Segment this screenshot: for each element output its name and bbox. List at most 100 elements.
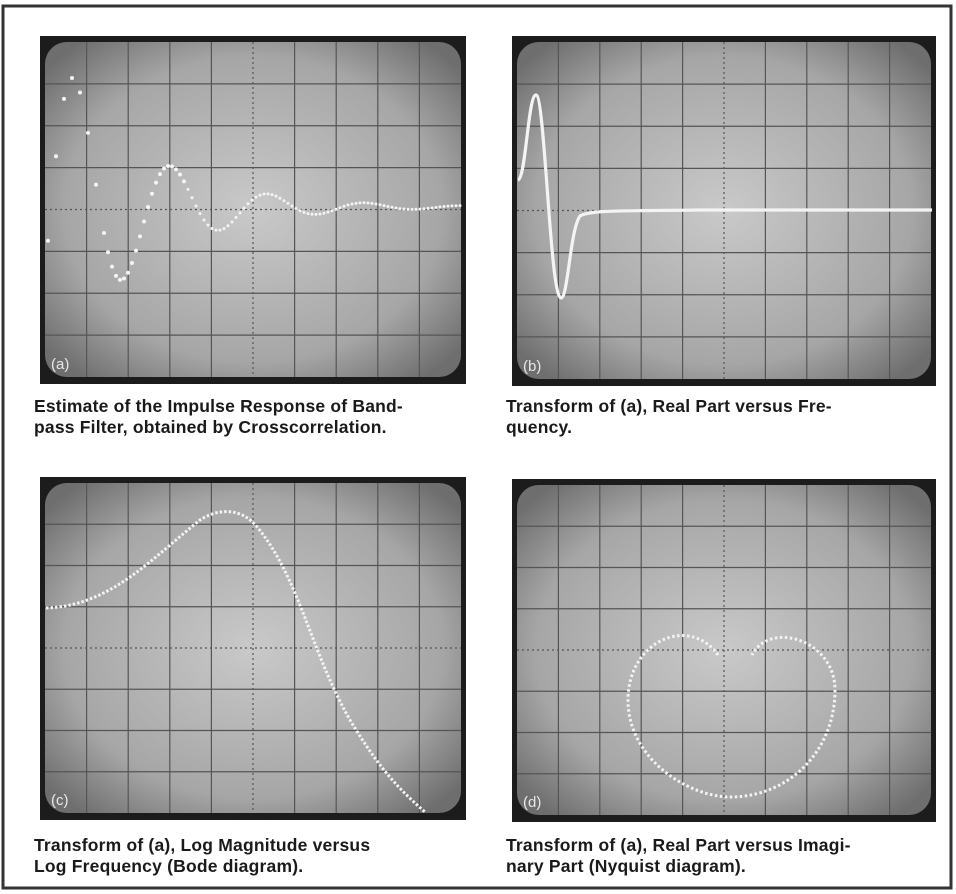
- trace-dot: [62, 96, 66, 101]
- trace-dot: [110, 264, 114, 269]
- trace-dot: [202, 218, 206, 222]
- trace-line: [516, 93, 932, 300]
- trace-dot: [214, 228, 218, 232]
- trace-dot: [326, 210, 330, 214]
- trace-dot: [398, 207, 402, 211]
- trace-dot: [382, 204, 386, 208]
- caption-line: Log Frequency (Bode diagram).: [34, 856, 303, 876]
- panel-label: (d): [523, 794, 541, 811]
- trace-dot: [386, 204, 390, 208]
- trace-dot: [210, 226, 214, 230]
- trace-dot: [402, 207, 406, 211]
- trace-dot: [238, 211, 242, 215]
- trace-dot: [294, 207, 298, 211]
- trace-dot: [250, 198, 254, 202]
- trace-dot: [46, 238, 50, 243]
- panel-label: (c): [51, 792, 69, 809]
- trace-dot: [190, 196, 194, 200]
- trace-dot: [178, 172, 182, 177]
- trace-dot: [278, 196, 282, 200]
- scope-panel: (d): [512, 479, 936, 822]
- trace-dot: [390, 205, 394, 209]
- trace-dot: [422, 207, 426, 211]
- trace-dot: [134, 248, 138, 253]
- trace-dot: [138, 234, 142, 239]
- trace-dot: [430, 206, 434, 210]
- trace-dot: [362, 201, 366, 205]
- trace-dot: [406, 207, 410, 211]
- trace-dot: [282, 199, 286, 203]
- trace-dot: [146, 205, 150, 209]
- trace-dot: [418, 207, 422, 211]
- trace-dot: [242, 206, 246, 210]
- trace-dot: [194, 204, 198, 208]
- trace-dot: [370, 201, 374, 205]
- trace-dot: [298, 209, 302, 213]
- trace-dot: [354, 201, 358, 205]
- trace-dot: [334, 207, 338, 211]
- trace-dot: [130, 261, 134, 266]
- trace-dot: [366, 201, 370, 205]
- trace-dot: [450, 204, 454, 208]
- trace-dot: [126, 270, 130, 275]
- trace-dot: [338, 206, 342, 210]
- caption-line: Transform of (a), Real Part versus Imagi…: [506, 835, 851, 855]
- trace-dot: [270, 193, 274, 197]
- trace-dot: [118, 277, 122, 282]
- trace-dot: [218, 228, 222, 232]
- caption-line: Transform of (a), Log Magnitude versus: [34, 835, 370, 855]
- trace-dot: [318, 212, 322, 216]
- trace-dot: [166, 163, 170, 168]
- trace-dot: [106, 250, 110, 255]
- trace-dot: [154, 180, 158, 185]
- trace-dot: [86, 130, 90, 135]
- trace-dot: [314, 212, 318, 216]
- trace-dot: [70, 75, 74, 80]
- trace-dot: [378, 203, 382, 207]
- bezel-notch: [702, 380, 746, 386]
- trace-dot: [262, 192, 266, 196]
- trace-dot: [246, 202, 250, 206]
- scope-panel: (a): [40, 36, 466, 384]
- trace-dot: [222, 227, 226, 231]
- trace-dot: [394, 206, 398, 210]
- trace-line: [626, 634, 837, 799]
- bezel-notch: [702, 816, 746, 822]
- trace-dot: [186, 187, 190, 191]
- trace-dot: [150, 191, 154, 196]
- caption-line: Transform of (a), Real Part versus Fre-: [506, 396, 832, 416]
- trace-dot: [274, 194, 278, 198]
- trace-dot: [198, 212, 202, 216]
- trace-dot: [302, 210, 306, 214]
- trace-dot: [258, 193, 262, 197]
- trace-dot: [286, 201, 290, 205]
- trace-dot: [374, 202, 378, 206]
- trace-dot: [310, 212, 314, 216]
- trace-dot: [350, 202, 354, 206]
- trace-dot: [290, 204, 294, 208]
- trace-dot: [458, 204, 462, 208]
- trace-dot: [434, 205, 438, 209]
- trace-dot: [114, 273, 118, 278]
- trace-dot: [230, 220, 234, 224]
- bezel-notch: [231, 814, 275, 820]
- trace-dot: [346, 203, 350, 207]
- trace-dot: [94, 182, 98, 187]
- trace-dot: [182, 179, 186, 184]
- trace-dot: [158, 172, 162, 177]
- trace-dot: [254, 195, 258, 199]
- caption-line: quency.: [506, 417, 572, 437]
- trace-dot: [438, 205, 442, 209]
- trace-dot: [426, 206, 430, 210]
- panel-label: (a): [51, 356, 69, 373]
- trace-dot: [206, 223, 210, 227]
- trace-dot: [162, 166, 166, 171]
- trace-dot: [410, 207, 414, 211]
- trace-dot: [122, 276, 126, 281]
- trace-dot: [322, 211, 326, 215]
- panel-label: (b): [523, 358, 541, 375]
- trace-dot: [142, 219, 146, 224]
- trace-dot: [234, 216, 238, 220]
- trace-dot: [54, 154, 58, 159]
